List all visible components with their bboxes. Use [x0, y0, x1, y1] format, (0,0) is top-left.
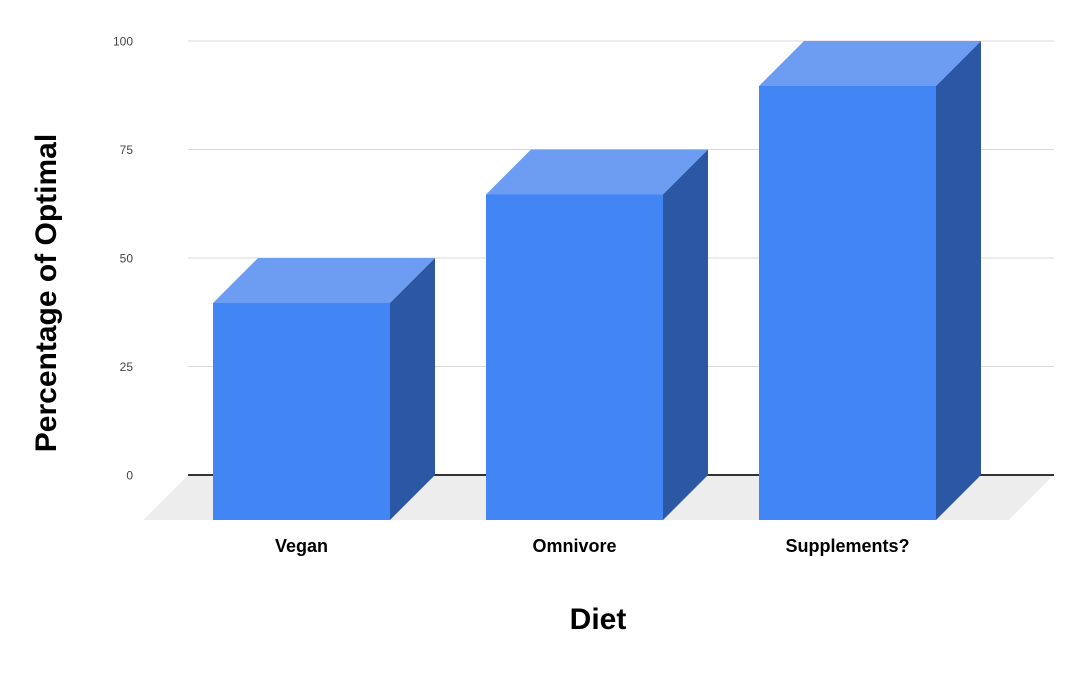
y-tick-label-0: 0 [126, 469, 133, 483]
bar-front-face-vegan [213, 303, 390, 520]
bar-side-face-omnivore [663, 149, 708, 520]
bar-front-face-omnivore [486, 194, 663, 520]
y-tick-label-100: 100 [113, 35, 133, 49]
bar-top-face-supplements [759, 41, 981, 86]
bar-top-face-vegan [213, 258, 435, 303]
category-label-supplements: Supplements? [785, 536, 909, 556]
bar-omnivore [486, 149, 708, 520]
bar-front-face-supplements [759, 86, 936, 520]
y-tick-label-75: 75 [120, 143, 134, 157]
x-axis-title: Diet [569, 603, 627, 636]
category-label-omnivore: Omnivore [532, 536, 616, 556]
category-label-vegan: Vegan [275, 536, 328, 556]
bar-vegan [213, 258, 435, 520]
y-tick-label-25: 25 [120, 360, 134, 374]
bar-side-face-vegan [390, 258, 435, 520]
bar-supplements [759, 41, 981, 520]
bar-side-face-supplements [936, 41, 981, 520]
y-tick-label-50: 50 [120, 252, 134, 266]
y-axis-title: Percentage of Optimal [30, 133, 63, 453]
bar-top-face-omnivore [486, 149, 708, 195]
